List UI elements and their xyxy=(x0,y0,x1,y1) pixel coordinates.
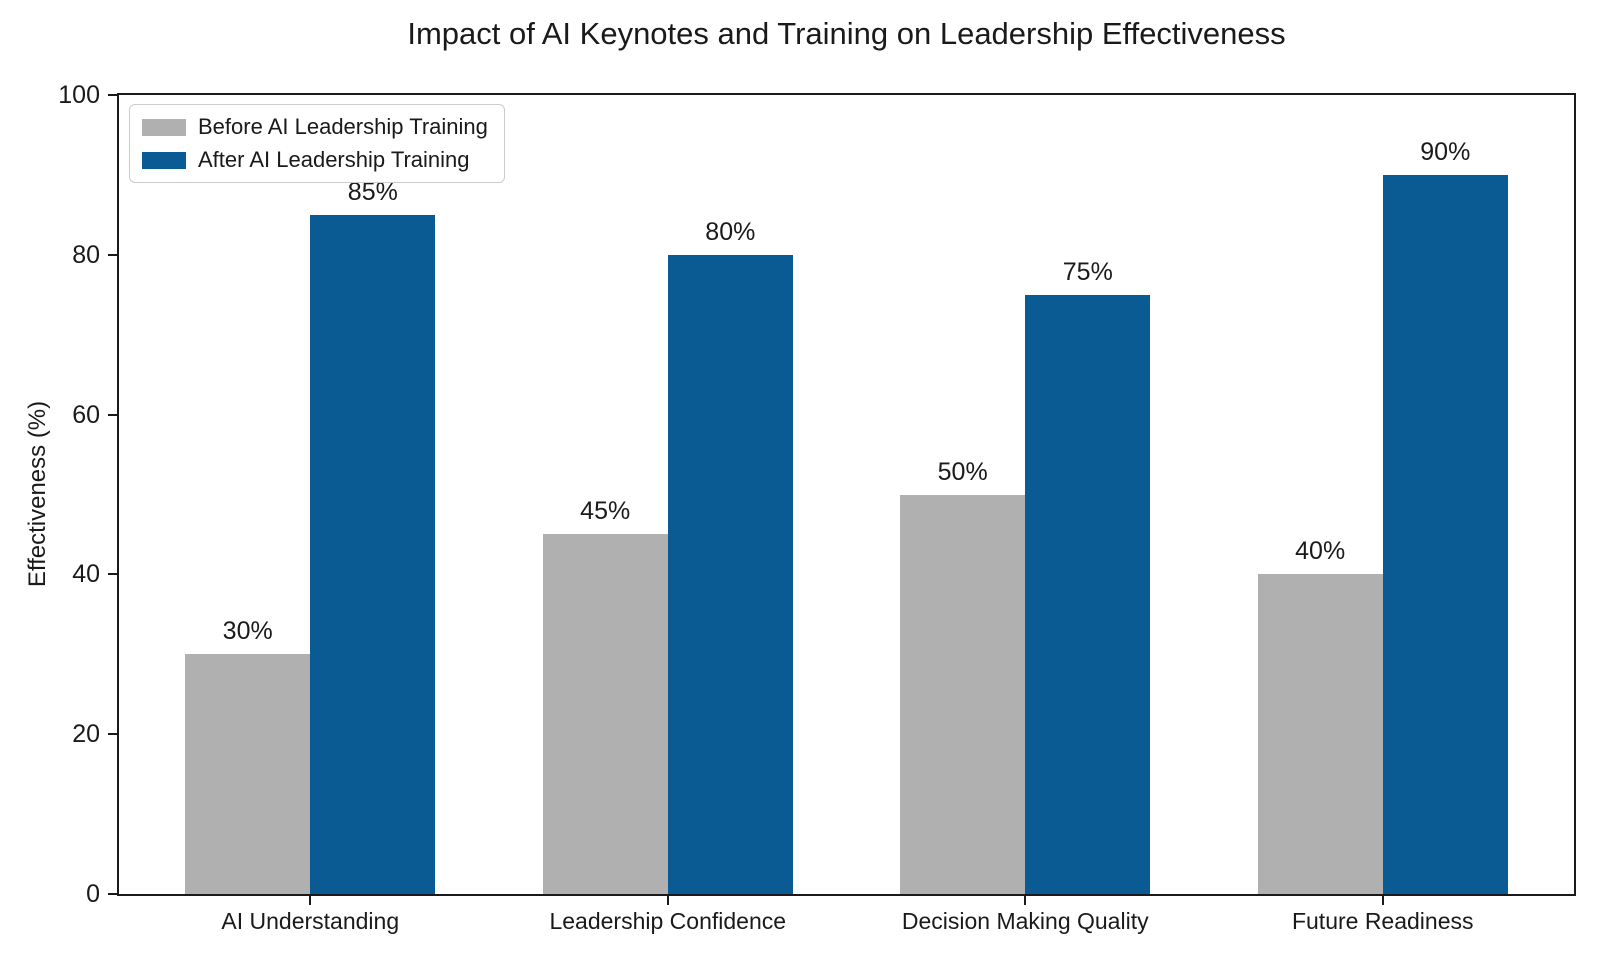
bar-value-label: 80% xyxy=(705,217,756,246)
x-category-label-3: Decision Making Quality xyxy=(901,908,1149,934)
x-tick-mark xyxy=(309,896,312,905)
y-tick-mark xyxy=(108,733,117,736)
bar-value-label: 30% xyxy=(222,617,273,646)
y-tick-label: 80 xyxy=(72,240,100,269)
bar-value-label: 45% xyxy=(580,497,631,526)
bar-before-2 xyxy=(542,534,668,894)
x-category-label-4: Future Readiness xyxy=(1291,908,1474,934)
legend-item-after: After AI Leadership Training xyxy=(142,147,488,173)
bar-value-label: 90% xyxy=(1420,137,1471,166)
x-tick-mark xyxy=(666,896,669,905)
y-tick-mark xyxy=(108,94,117,96)
bar-value-label: 40% xyxy=(1295,537,1346,566)
bar-value-label: 75% xyxy=(1062,257,1113,286)
legend-swatch-after-icon xyxy=(142,151,186,169)
bar-before-4 xyxy=(1257,574,1383,894)
y-tick-mark xyxy=(108,573,117,576)
y-tick-mark xyxy=(108,893,117,895)
x-tick-mark xyxy=(1024,896,1027,905)
plot-area: Before AI Leadership Training After AI L… xyxy=(117,93,1576,896)
y-tick-mark xyxy=(108,253,117,256)
legend-label-before: Before AI Leadership Training xyxy=(198,114,488,139)
y-tick-label: 100 xyxy=(58,81,100,109)
bar-after-1 xyxy=(310,214,436,894)
legend-swatch-before-icon xyxy=(142,118,186,136)
legend-item-before: Before AI Leadership Training xyxy=(142,114,488,140)
bar-value-label: 50% xyxy=(937,457,988,486)
bar-after-3 xyxy=(1025,294,1151,894)
bar-before-3 xyxy=(900,494,1026,894)
bar-before-1 xyxy=(185,654,311,894)
legend-label-after: After AI Leadership Training xyxy=(198,147,470,172)
bar-after-4 xyxy=(1382,174,1508,894)
y-tick-label: 0 xyxy=(86,880,100,908)
x-tick-mark xyxy=(1381,896,1384,905)
chart-title: Impact of AI Keynotes and Training on Le… xyxy=(407,16,1286,51)
y-tick-mark xyxy=(108,413,117,416)
bar-after-2 xyxy=(667,254,793,894)
y-tick-label: 60 xyxy=(72,400,100,429)
x-category-label-2: Leadership Confidence xyxy=(549,908,787,934)
legend: Before AI Leadership Training After AI L… xyxy=(129,104,505,183)
y-tick-label: 40 xyxy=(72,560,100,589)
x-category-label-1: AI Understanding xyxy=(221,908,400,934)
y-tick-label: 20 xyxy=(72,720,100,749)
